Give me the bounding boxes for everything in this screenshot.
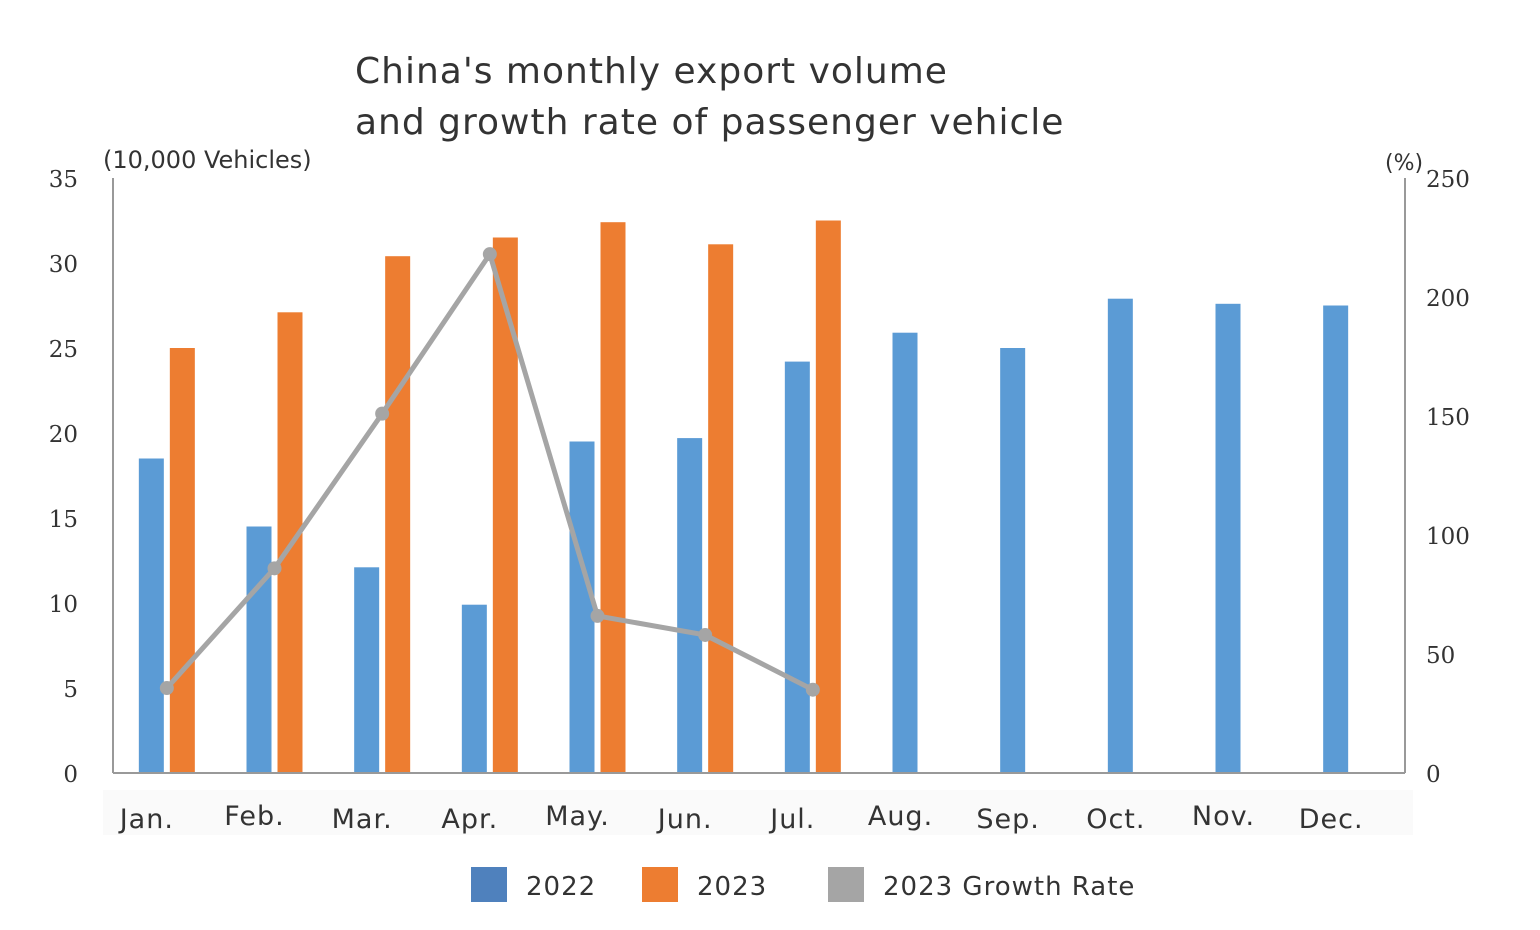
point-growth-rate-Apr.: [482, 247, 497, 262]
legend-swatch-2023: [642, 867, 678, 902]
y-tick-left: 20: [49, 422, 78, 448]
y-tick-left: 15: [49, 507, 78, 533]
x-tick-label: Nov.: [1192, 801, 1255, 832]
y-tick-right: 0: [1426, 762, 1441, 788]
bar-2022-Jul.: [784, 361, 810, 773]
x-tick-label: Aug.: [868, 801, 933, 832]
title-line-1: China's monthly export volume: [355, 51, 948, 92]
bar-2022-Apr.: [461, 604, 487, 773]
x-tick-label: Jun.: [656, 804, 713, 835]
point-growth-rate-Feb.: [267, 561, 282, 576]
bar-2023-Mar.: [385, 256, 411, 773]
y-tick-left: 35: [49, 167, 78, 193]
bar-2022-Feb.: [246, 526, 272, 773]
legend-label: 2023 Growth Rate: [883, 872, 1135, 902]
point-growth-rate-Jan.: [159, 681, 174, 696]
x-tick-label: Jan.: [118, 804, 174, 835]
point-growth-rate-Jul.: [805, 682, 820, 697]
bar-2022-May.: [569, 441, 595, 773]
bar-2023-Apr.: [492, 237, 518, 773]
bar-2023-Jan.: [169, 348, 195, 773]
y-axis-left-label: (10,000 Vehicles): [103, 146, 312, 174]
legend-label: 2022: [526, 872, 596, 902]
bar-2023-May.: [600, 222, 626, 773]
x-tick-label: May.: [545, 801, 610, 832]
y-tick-left: 10: [49, 592, 78, 618]
y-tick-right: 50: [1426, 643, 1455, 669]
point-growth-rate-Mar.: [375, 406, 390, 421]
bar-2023-Jul.: [815, 220, 841, 773]
x-tick-label: Feb.: [224, 801, 284, 832]
legend-swatch-2022: [471, 867, 507, 902]
y-tick-left: 30: [49, 252, 78, 278]
x-tick-label: Oct.: [1086, 804, 1145, 835]
x-tick-label: Sep.: [976, 804, 1039, 835]
bar-2022-Nov.: [1215, 303, 1241, 773]
y-tick-right: 200: [1426, 286, 1470, 312]
y-tick-left: 0: [63, 762, 78, 788]
point-growth-rate-Jun.: [698, 627, 713, 642]
bar-2022-Oct.: [1107, 298, 1133, 773]
x-tick-label: Apr.: [441, 804, 498, 835]
chart-title: China's monthly export volume and growth…: [355, 46, 1064, 148]
bar-2022-Mar.: [354, 567, 380, 773]
x-tick-label: Dec.: [1299, 804, 1364, 835]
bar-2022-Jan.: [138, 458, 164, 773]
y-tick-left: 5: [63, 677, 78, 703]
legend-label: 2023: [697, 872, 767, 902]
title-line-2: and growth rate of passenger vehicle: [355, 102, 1065, 143]
bar-2022-Jun.: [677, 438, 703, 773]
bar-2022-Dec.: [1323, 305, 1349, 773]
x-tick-label: Jul.: [768, 804, 815, 835]
x-tick-label: Mar.: [332, 804, 393, 835]
y-axis-right-label: (%): [1385, 151, 1423, 176]
x-axis-label-band: [103, 790, 1413, 835]
bar-2023-Jun.: [708, 244, 734, 774]
y-tick-right: 100: [1426, 524, 1470, 550]
y-tick-right: 250: [1426, 167, 1470, 193]
bar-2022-Sep.: [1000, 348, 1026, 773]
y-tick-left: 25: [49, 337, 78, 363]
y-tick-right: 150: [1426, 405, 1470, 431]
point-growth-rate-May.: [590, 608, 605, 623]
legend-swatch-2023 Growth Rate: [828, 867, 864, 902]
bar-2022-Aug.: [892, 332, 918, 773]
